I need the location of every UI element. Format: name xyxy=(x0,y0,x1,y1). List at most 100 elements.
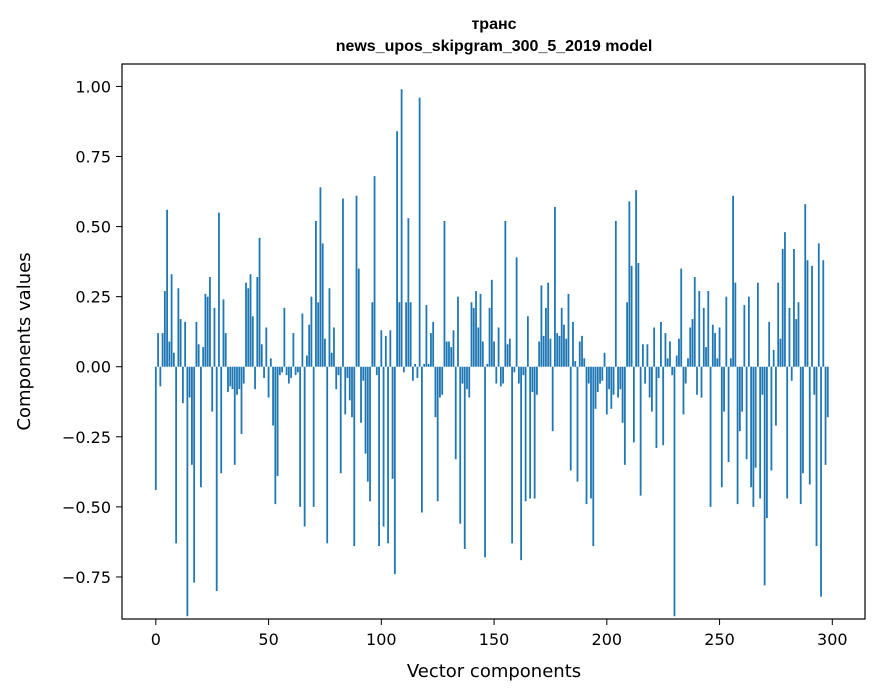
bar-component-78 xyxy=(330,352,333,367)
y-tick-label: −0.75 xyxy=(62,568,111,587)
bar-component-230 xyxy=(673,366,676,617)
y-tick-label: 0.25 xyxy=(75,288,111,307)
bar-component-31 xyxy=(224,333,227,367)
bar-component-285 xyxy=(797,302,800,367)
bar-component-259 xyxy=(738,366,741,432)
bar-component-127 xyxy=(441,366,444,395)
bar-component-51 xyxy=(269,358,272,367)
bar-component-177 xyxy=(554,206,556,367)
bar-component-156 xyxy=(506,344,509,367)
bar-component-232 xyxy=(678,338,680,367)
bar-component-98 xyxy=(375,366,378,376)
bar-component-166 xyxy=(529,366,532,499)
bar-component-22 xyxy=(204,293,207,367)
bar-component-50 xyxy=(267,366,270,398)
bar-component-253 xyxy=(725,296,728,367)
bar-component-46 xyxy=(258,237,261,367)
bar-component-246 xyxy=(709,366,712,507)
bar-component-60 xyxy=(290,366,293,378)
bar-component-229 xyxy=(671,366,674,376)
bar-component-267 xyxy=(756,282,759,367)
bar-component-5 xyxy=(166,209,168,367)
bar-component-217 xyxy=(644,366,647,384)
bar-component-175 xyxy=(549,338,552,367)
bar-component-106 xyxy=(393,366,396,575)
bar-component-69 xyxy=(310,296,313,367)
y-tick-label: −0.25 xyxy=(62,428,111,447)
bar-component-172 xyxy=(542,335,545,367)
bar-component-117 xyxy=(418,97,421,367)
bar-component-88 xyxy=(353,366,356,547)
bar-component-171 xyxy=(540,285,543,367)
bar-component-105 xyxy=(391,366,394,479)
bar-component-100 xyxy=(380,330,383,367)
bar-component-153 xyxy=(499,366,502,387)
bar-component-182 xyxy=(565,338,568,367)
bar-component-37 xyxy=(238,366,241,390)
bar-component-189 xyxy=(581,335,583,367)
bar-component-109 xyxy=(400,89,403,367)
bar-component-173 xyxy=(545,307,547,367)
bar-component-296 xyxy=(822,260,825,367)
y-tick-label: 1.00 xyxy=(75,77,111,96)
bar-component-249 xyxy=(716,358,719,367)
bar-component-113 xyxy=(409,302,412,367)
bar-component-67 xyxy=(306,355,308,367)
bar-component-193 xyxy=(590,366,592,499)
bar-component-125 xyxy=(436,366,439,502)
bar-component-145 xyxy=(481,341,484,367)
bar-component-55 xyxy=(278,366,281,376)
bar-component-190 xyxy=(583,358,586,367)
bar-component-75 xyxy=(324,338,326,367)
bar-component-275 xyxy=(775,366,777,426)
bar-component-35 xyxy=(233,366,236,465)
bar-component-155 xyxy=(504,220,507,367)
y-tick-label: 0.75 xyxy=(75,148,111,167)
bar-component-206 xyxy=(619,366,622,390)
bar-component-187 xyxy=(576,366,579,482)
bar-component-244 xyxy=(705,347,707,367)
bar-component-61 xyxy=(292,333,295,367)
bar-component-160 xyxy=(515,257,518,367)
bar-component-84 xyxy=(344,366,347,415)
bar-component-15 xyxy=(188,366,191,398)
bar-component-289 xyxy=(806,260,809,367)
bar-component-58 xyxy=(285,366,288,376)
bar-component-180 xyxy=(560,307,563,367)
chart-title-line-1: транс xyxy=(471,16,516,33)
bar-component-298 xyxy=(826,366,829,418)
bar-component-211 xyxy=(630,265,633,367)
bar-component-99 xyxy=(378,366,380,547)
bar-component-65 xyxy=(301,313,304,367)
bar-component-280 xyxy=(786,366,789,499)
bar-component-210 xyxy=(628,201,631,367)
bar-component-12 xyxy=(181,366,184,404)
bar-component-0 xyxy=(154,366,157,491)
bar-component-170 xyxy=(538,341,541,367)
bar-component-159 xyxy=(513,366,516,373)
bar-component-221 xyxy=(653,327,656,367)
bar-component-272 xyxy=(768,321,771,367)
bar-component-90 xyxy=(357,268,360,367)
bar-component-66 xyxy=(303,366,306,527)
bar-component-20 xyxy=(200,366,202,488)
bar-component-164 xyxy=(524,366,527,502)
bar-component-231 xyxy=(675,355,678,367)
bar-component-183 xyxy=(567,293,570,367)
bar-component-237 xyxy=(689,327,692,367)
y-tick-label: 0.00 xyxy=(75,358,111,377)
bar-component-226 xyxy=(664,333,667,367)
bar-component-104 xyxy=(389,330,392,367)
bar-component-29 xyxy=(220,366,223,474)
bar-component-162 xyxy=(520,366,523,561)
bar-component-291 xyxy=(811,265,813,367)
y-axis-label: Components values xyxy=(14,252,35,430)
bar-component-224 xyxy=(660,321,662,367)
x-tick-label: 150 xyxy=(479,630,510,649)
bar-component-119 xyxy=(423,363,426,367)
bar-component-45 xyxy=(256,277,259,367)
bar-component-150 xyxy=(493,341,495,367)
bar-component-138 xyxy=(466,366,468,390)
y-axis-ticks: 1.00 0.75 0.50 0.25 0.00 −0.25 −0.50 −0.75 xyxy=(62,77,122,587)
